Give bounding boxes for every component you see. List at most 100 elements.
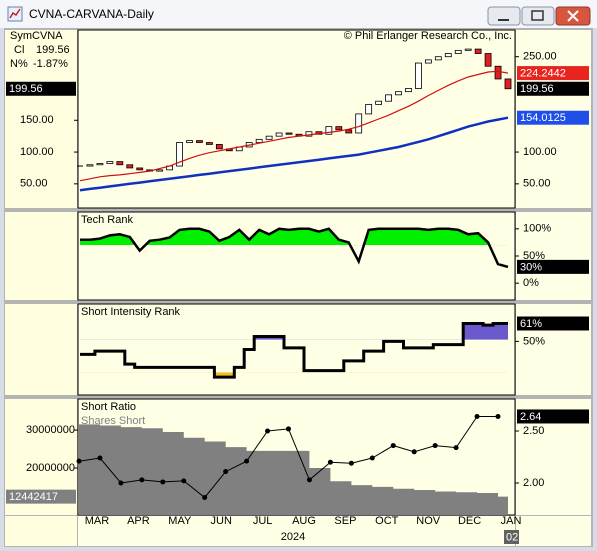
sym-label: Sym [10,30,32,42]
x-tick-label: MAR [85,515,110,527]
x-axis-right [516,516,591,546]
candle [415,62,422,89]
short-ratio-point [348,460,354,466]
maximize-button[interactable] [521,6,555,26]
x-tick-label: JUL [253,515,273,527]
x-end-box [504,530,519,544]
close-label: Cl [14,44,24,56]
end-label: 2.64 [520,411,541,423]
maximize-icon [531,10,544,21]
close-value: 199.56 [36,44,70,56]
left-y-tick-label: 150.00 [20,114,54,126]
y-tick-label: 2.00 [523,477,544,489]
app-icon-line [9,8,21,19]
moving-average [79,116,509,192]
candle [86,164,94,167]
end-label: 61% [520,318,542,330]
y-tick-label: 2.50 [523,425,544,437]
legend-label: Shares Short [81,415,145,427]
candle [255,138,263,143]
end-label: 30% [520,261,542,273]
end-label-box [517,259,589,274]
panel-title: Short Ratio [81,401,136,413]
short-ratio-point [286,426,291,432]
end-label-box [517,66,589,81]
candle [176,142,183,167]
candle [325,126,333,135]
candle [285,132,293,135]
candle [464,48,472,51]
candle [454,49,462,54]
candle [275,132,283,137]
candle [494,65,502,80]
left-end-label-box [6,489,76,504]
candle [265,135,273,140]
change-label: N% [10,58,28,70]
x-tick-label: APR [127,515,150,527]
short-ratio-point [306,477,312,483]
candle [365,103,373,115]
panel-title: Short Intensity Rank [81,306,181,318]
y-tick-label: 100.00 [523,146,557,158]
candle [385,94,392,102]
candle [126,164,134,169]
candle [215,144,223,150]
end-label-box [517,316,589,331]
left-end-label: 12442417 [9,491,58,503]
short-ratio-point [265,428,271,434]
plot-panel [77,29,516,209]
candle [156,169,164,172]
window-title: CVNA-CARVANA-Daily [29,7,154,21]
end-label: 154.0125 [520,112,566,124]
x-tick-label: SEP [334,515,356,527]
left-y-tick-label: 20000000 [26,462,75,474]
candle [345,129,353,134]
short-ratio-point [411,449,417,455]
left-y-tick-label: 100.00 [20,146,54,158]
short-ratio-point [474,413,480,419]
shares-short-area [79,424,508,515]
short-ratio-point [118,480,124,486]
short-ratio-point [495,413,501,419]
short-ratio-point [139,477,145,483]
short-ratio-point [223,469,229,475]
change-value: -1.87% [33,58,68,70]
rank-line [80,227,509,269]
axis-panel [516,212,591,300]
candle [395,91,402,96]
x-end-label: 02 [506,531,518,543]
rank-line [80,322,508,379]
x-tick-label: JAN [501,515,522,527]
rank-fill [80,323,508,340]
plot-panel [77,211,516,301]
candle [96,163,104,166]
left-y-tick-label: 50.00 [20,178,48,190]
candle [335,126,343,131]
candle [196,140,203,143]
x-tick-label: JUN [211,515,232,527]
candle [474,48,482,54]
short-ratio-point [76,458,82,464]
x-axis-band [78,516,515,546]
candle [186,140,193,143]
y-tick-label: 50% [523,335,545,347]
y-tick-label: 250.00 [523,51,557,63]
short-ratio-point [181,478,187,484]
left-end-label-box [6,81,76,96]
end-label: 199.56 [520,83,554,95]
left-y-tick-label: 30000000 [26,424,75,436]
short-ratio-point [327,459,333,465]
short-ratio-point [453,445,459,451]
moving-average [79,70,509,182]
minimize-button[interactable] [487,6,521,26]
x-axis-left [5,516,77,546]
end-label-box [517,110,589,125]
x-year-label: 2024 [281,531,305,543]
short-ratio-point [97,455,103,461]
candle [106,161,114,164]
x-tick-label: MAY [168,515,192,527]
candle [205,142,213,145]
y-tick-label: 50% [523,250,545,262]
